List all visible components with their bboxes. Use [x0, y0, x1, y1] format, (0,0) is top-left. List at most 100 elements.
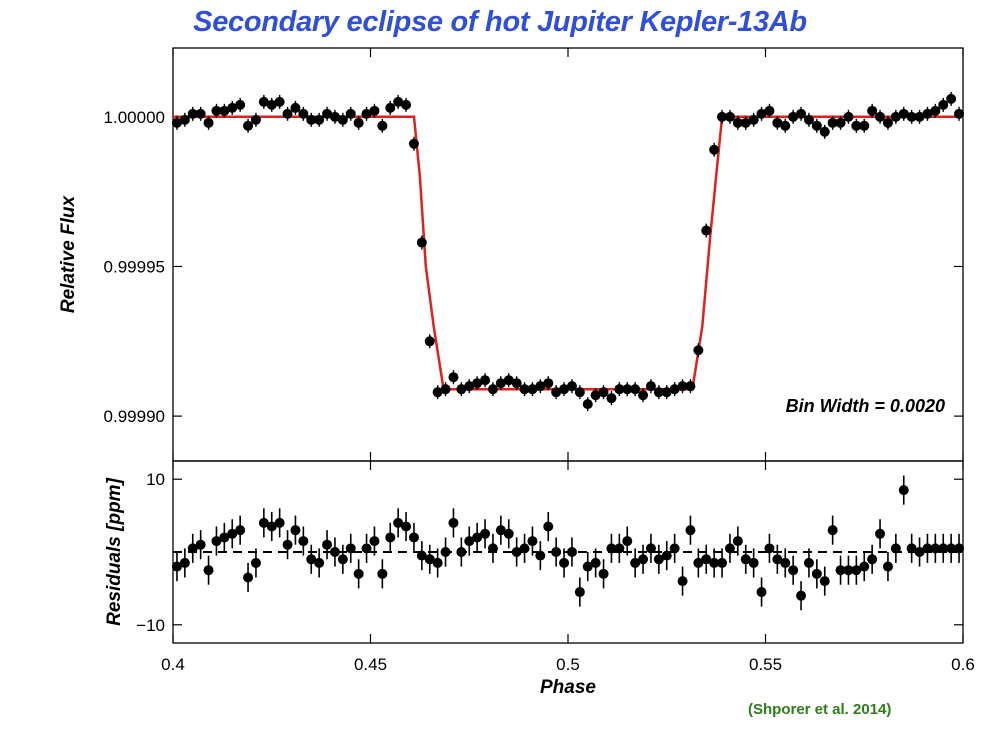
- data-point: [930, 105, 941, 116]
- data-point: [843, 111, 854, 122]
- data-point: [401, 521, 412, 532]
- data-point: [882, 561, 893, 572]
- data-point: [788, 565, 799, 576]
- data-point: [835, 117, 846, 128]
- data-point: [250, 114, 261, 125]
- data-point: [827, 525, 838, 536]
- data-point: [464, 381, 475, 392]
- data-point: [574, 587, 585, 598]
- data-point: [638, 554, 649, 565]
- data-point: [724, 543, 735, 554]
- data-point: [638, 390, 649, 401]
- data-point: [448, 517, 459, 528]
- data-point: [914, 547, 925, 557]
- y-tick-label: 0.99990: [104, 407, 165, 426]
- data-point: [416, 550, 427, 561]
- data-point: [495, 525, 506, 536]
- data-point: [701, 554, 712, 565]
- data-point: [898, 108, 909, 119]
- data-point: [590, 557, 601, 568]
- data-point: [369, 105, 380, 116]
- data-point: [456, 547, 467, 557]
- citation: (Shporer et al. 2014): [748, 701, 892, 718]
- data-point: [709, 557, 720, 568]
- data-point: [551, 547, 562, 557]
- data-point: [535, 381, 546, 392]
- data-point: [487, 384, 498, 395]
- data-point: [195, 539, 206, 550]
- data-point: [235, 99, 246, 110]
- data-point: [480, 528, 491, 539]
- x-tick-label: 0.5: [556, 655, 580, 674]
- data-point: [946, 93, 957, 104]
- data-point: [235, 525, 246, 536]
- data-point: [464, 536, 475, 547]
- data-point: [780, 120, 791, 131]
- data-point: [322, 108, 333, 119]
- data-point: [724, 111, 735, 122]
- data-point: [250, 557, 261, 568]
- x-tick-label: 0.55: [749, 655, 782, 674]
- x-tick-label: 0.4: [161, 655, 185, 674]
- data-point: [835, 565, 846, 576]
- data-point: [796, 590, 807, 601]
- data-point: [503, 375, 514, 386]
- data-point: [377, 120, 388, 131]
- data-point: [890, 543, 901, 554]
- data-point: [772, 117, 783, 128]
- data-point: [219, 532, 230, 543]
- data-point: [424, 336, 435, 347]
- data-point: [187, 543, 198, 554]
- data-point: [385, 102, 396, 113]
- data-point: [748, 114, 759, 125]
- data-point: [448, 372, 459, 383]
- data-point: [843, 565, 854, 576]
- data-point: [859, 561, 870, 572]
- data-point: [385, 532, 396, 543]
- data-point: [416, 237, 427, 248]
- data-point: [227, 528, 238, 539]
- data-point: [480, 375, 491, 386]
- data-point: [764, 105, 775, 116]
- data-point: [440, 384, 451, 395]
- data-point: [519, 543, 530, 554]
- data-point: [756, 587, 767, 598]
- y-tick-label: −10: [136, 616, 165, 635]
- data-point: [574, 387, 585, 398]
- data-point: [195, 108, 206, 119]
- data-point: [472, 378, 483, 389]
- data-point: [243, 120, 254, 131]
- data-point: [187, 108, 198, 119]
- data-point: [306, 114, 317, 125]
- data-point: [440, 547, 451, 557]
- data-point: [353, 568, 364, 579]
- data-point: [408, 138, 419, 149]
- data-point: [329, 547, 340, 557]
- data-point: [590, 390, 601, 401]
- data-point: [266, 521, 277, 532]
- data-point: [401, 99, 412, 110]
- data-point: [219, 105, 230, 116]
- data-point: [211, 536, 222, 547]
- data-point: [171, 117, 182, 128]
- data-point: [645, 543, 656, 554]
- data-point: [227, 102, 238, 113]
- data-point: [566, 547, 577, 557]
- data-point: [906, 111, 917, 122]
- data-point: [211, 105, 222, 116]
- data-point: [938, 543, 949, 554]
- data-point: [551, 387, 562, 398]
- data-point: [393, 517, 404, 528]
- data-point: [258, 96, 269, 107]
- data-point: [179, 557, 190, 568]
- data-point: [306, 554, 317, 565]
- data-point: [487, 543, 498, 554]
- data-point: [796, 108, 807, 119]
- data-point: [740, 554, 751, 565]
- x-axis-title: Phase: [540, 677, 596, 698]
- data-point: [179, 114, 190, 125]
- bin-width-annotation: Bin Width = 0.0020: [786, 396, 945, 416]
- data-point: [345, 108, 356, 119]
- data-point: [432, 387, 443, 398]
